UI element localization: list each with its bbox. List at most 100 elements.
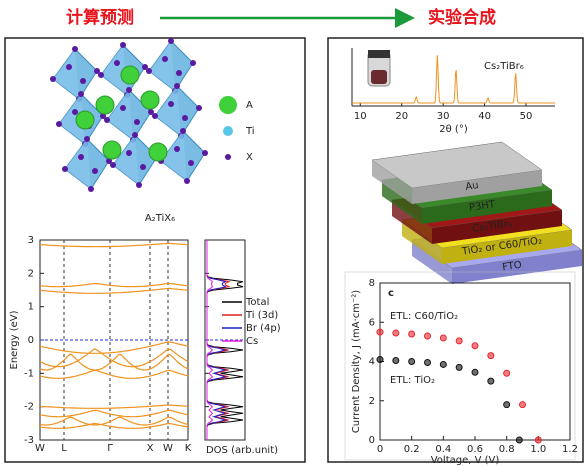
series-label: ETL: C60/TiO₂ — [390, 311, 458, 322]
band — [39, 242, 189, 248]
legend-label: Ti — [245, 126, 255, 137]
octahedron-face — [53, 49, 79, 99]
x-tick-label: 0.8 — [499, 444, 515, 455]
jv-point — [487, 352, 495, 360]
x-axis-label: 2θ (°) — [439, 124, 468, 135]
band — [39, 282, 189, 288]
y-tick-label: -2 — [24, 402, 34, 413]
x-tick-label: 40 — [478, 111, 491, 122]
x-atom — [66, 64, 72, 70]
legend-marker — [219, 96, 237, 114]
x-atom — [140, 164, 146, 170]
x-tick-label: 0.6 — [467, 444, 483, 455]
x-atom — [80, 78, 86, 84]
x-atom — [142, 64, 148, 70]
octahedron-face — [101, 45, 127, 95]
x-atom — [184, 178, 190, 184]
x-atom — [78, 91, 84, 97]
x-atom — [120, 42, 126, 48]
jv-point — [503, 369, 511, 377]
k-label: Γ — [107, 443, 113, 454]
band — [39, 409, 189, 418]
jv-point — [534, 436, 542, 444]
y-tick-label: 2 — [28, 268, 34, 279]
a-atom — [140, 90, 160, 110]
layer-side — [372, 160, 412, 204]
y-tick-label: 2 — [369, 396, 375, 407]
x-atom — [132, 132, 138, 138]
panel-label: c — [388, 288, 394, 299]
layer-label: Au — [465, 180, 480, 193]
x-atom — [126, 150, 132, 156]
x-atom — [146, 68, 152, 74]
octahedron-face — [107, 90, 133, 140]
vial-cap — [368, 50, 390, 58]
x-atom — [88, 186, 94, 192]
layer-front — [412, 170, 542, 204]
layer-label: FTO — [502, 260, 523, 274]
jv-box — [344, 271, 576, 461]
y-tick-label: -3 — [24, 435, 34, 446]
dos-legend-label: Cs — [246, 336, 258, 347]
x-atom — [190, 60, 196, 66]
layer-side — [412, 240, 452, 284]
x-atom — [174, 83, 180, 89]
x-atom — [136, 182, 142, 188]
k-label: L — [61, 443, 67, 454]
y-tick-label: 0 — [28, 335, 34, 346]
x-atom — [94, 68, 100, 74]
dos-legend-label: Br (4p) — [246, 323, 281, 334]
x-atom — [84, 136, 90, 142]
layer-front — [422, 190, 552, 224]
dos-curve — [206, 240, 214, 440]
band — [39, 416, 189, 426]
layer-label: P3HT — [468, 199, 496, 214]
x-atom — [168, 101, 174, 107]
legend-marker — [225, 154, 231, 160]
octahedron-face — [155, 86, 181, 136]
x-atom — [98, 72, 104, 78]
layer-side — [382, 180, 422, 224]
jv-point — [392, 357, 400, 365]
x-atom — [106, 158, 112, 164]
x-tick-label: 0 — [377, 444, 383, 455]
a-atom — [120, 65, 140, 85]
x-atom — [62, 166, 68, 172]
a-atom — [75, 110, 95, 130]
x-tick-label: 30 — [437, 111, 450, 122]
x-tick-label: 1.2 — [562, 444, 578, 455]
x-atom — [120, 105, 126, 111]
xrd-label: Cs₂TiBr₆ — [484, 61, 524, 72]
jv-point — [487, 377, 495, 385]
x-atom — [152, 113, 158, 119]
layer-front — [442, 230, 572, 264]
jv-point — [471, 342, 479, 350]
x-tick-label: 0.2 — [404, 444, 420, 455]
x-atom — [72, 109, 78, 115]
x-atom — [174, 146, 180, 152]
x-atom — [104, 117, 110, 123]
x-atom — [50, 76, 56, 82]
a-atom — [95, 95, 115, 115]
jv-point — [455, 337, 463, 345]
legend-marker — [223, 126, 233, 136]
band — [39, 287, 189, 294]
jv-point — [424, 358, 431, 366]
x-atom — [126, 87, 132, 93]
x-atom — [114, 60, 120, 66]
jv-point — [424, 332, 431, 340]
jv-point — [439, 360, 447, 368]
header-right: 实验合成 — [428, 7, 496, 28]
jv-point — [376, 356, 384, 364]
legend-label: A — [246, 100, 253, 111]
y-tick-label: 8 — [369, 278, 375, 289]
band — [39, 341, 189, 354]
x-atom — [180, 128, 186, 134]
series-label: ETL: TiO₂ — [390, 375, 435, 386]
vial-powder — [371, 70, 387, 84]
x-tick-label: 10 — [354, 111, 367, 122]
x-atom — [168, 38, 174, 44]
dos-legend-label: Total — [245, 297, 269, 308]
jv-point — [392, 329, 400, 337]
